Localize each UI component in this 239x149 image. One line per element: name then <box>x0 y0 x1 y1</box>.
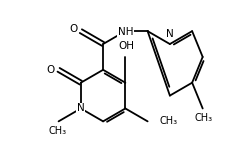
Text: CH₃: CH₃ <box>48 126 66 136</box>
Text: OH: OH <box>119 41 135 51</box>
Text: N: N <box>166 29 174 39</box>
Text: CH₃: CH₃ <box>195 113 213 123</box>
Text: O: O <box>47 65 55 75</box>
Text: O: O <box>69 24 77 34</box>
Text: N: N <box>77 103 85 114</box>
Text: NH: NH <box>118 27 133 37</box>
Text: CH₃: CH₃ <box>159 116 177 126</box>
